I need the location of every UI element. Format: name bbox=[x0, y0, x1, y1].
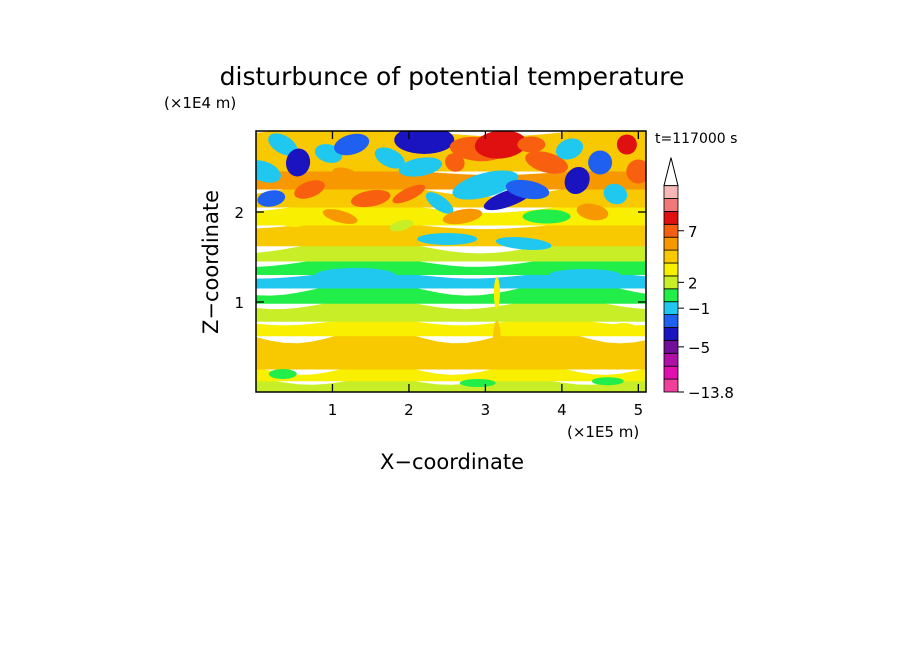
colorbar-label-0: −13.8 bbox=[688, 384, 734, 402]
contour-cell-33 bbox=[389, 219, 413, 232]
colorbar-label-3: 2 bbox=[688, 274, 698, 292]
contour-cell-34 bbox=[417, 233, 478, 245]
contour-cell-18 bbox=[505, 179, 550, 200]
colorbar-level-7 bbox=[663, 288, 679, 303]
colorbar-level-9 bbox=[663, 262, 679, 277]
contour-cell-8 bbox=[350, 189, 391, 208]
contour-cell-23 bbox=[603, 183, 628, 205]
contour-cell-38 bbox=[493, 277, 500, 309]
contour-cell-36 bbox=[315, 268, 396, 282]
y-tick-label-0: 1 bbox=[234, 294, 244, 312]
colorbar-level-10 bbox=[663, 249, 679, 264]
contour-cell-7 bbox=[332, 167, 363, 185]
contour-cell-24 bbox=[616, 134, 637, 155]
colorbar-level-6 bbox=[663, 301, 679, 316]
colorbar-level-3 bbox=[663, 339, 679, 354]
contour-cell-39 bbox=[492, 320, 501, 365]
contour-cell-41 bbox=[268, 369, 297, 379]
contour-cell-19 bbox=[525, 151, 568, 174]
contour-band-0 bbox=[256, 377, 646, 392]
contour-cell-40 bbox=[609, 323, 638, 335]
colorbar-label-4: 7 bbox=[688, 223, 698, 241]
contour-cell-13 bbox=[425, 192, 454, 214]
contour-cell-42 bbox=[591, 377, 624, 386]
contour-cell-1 bbox=[257, 190, 286, 207]
x-tick-label-2: 3 bbox=[481, 401, 491, 419]
y-unit-label: (×1E4 m) bbox=[164, 94, 236, 112]
contour-cell-43 bbox=[459, 379, 496, 387]
x-tick-label-1: 2 bbox=[404, 401, 414, 419]
colorbar-level-2 bbox=[663, 352, 679, 367]
contour-cell-30 bbox=[445, 153, 465, 172]
x-tick-label-3: 4 bbox=[557, 401, 567, 419]
x-tick-label-4: 5 bbox=[634, 401, 644, 419]
colorbar-level-0 bbox=[663, 378, 679, 393]
contour-cell-22 bbox=[588, 150, 613, 175]
contour-cell-21 bbox=[564, 166, 590, 195]
contour-cell-37 bbox=[548, 269, 621, 281]
y-axis-ticks: 12 bbox=[234, 204, 646, 312]
chart-title: disturbunce of potential temperature bbox=[220, 62, 685, 91]
colorbar-level-8 bbox=[663, 275, 679, 290]
colorbar-level-13 bbox=[663, 210, 679, 225]
x-axis-ticks: 1 2 3 4 5 bbox=[328, 131, 643, 419]
contour-cell-6 bbox=[334, 133, 370, 156]
x-unit-label: (×1E5 m) bbox=[567, 423, 639, 441]
contour-cell-28 bbox=[442, 208, 483, 225]
contour-band-3 bbox=[256, 318, 646, 337]
y-axis-label: Z−coordinate bbox=[199, 190, 223, 334]
contour-cell-3 bbox=[285, 148, 311, 177]
contour-cell-4 bbox=[294, 180, 325, 199]
contour-cell-25 bbox=[626, 159, 646, 184]
contour-cells bbox=[256, 131, 646, 387]
colorbar-level-5 bbox=[663, 314, 679, 328]
colorbar-label-1: −5 bbox=[688, 339, 710, 357]
x-tick-label-0: 1 bbox=[328, 401, 338, 419]
contour-cell-35 bbox=[495, 237, 552, 250]
contour-cell-11 bbox=[398, 157, 443, 177]
colorbar: −13.8 −5 −1 2 7 bbox=[663, 157, 734, 402]
contour-band-4 bbox=[256, 298, 646, 322]
colorbar-level-1 bbox=[663, 365, 679, 380]
colorbar-label-2: −1 bbox=[688, 300, 710, 318]
plot-frame bbox=[255, 130, 647, 393]
contour-cell-15 bbox=[474, 131, 527, 159]
contour-cell-2 bbox=[268, 133, 298, 156]
contour-cell-16 bbox=[452, 170, 519, 200]
contour-band-2 bbox=[256, 329, 646, 370]
colorbar-level-14 bbox=[663, 198, 679, 212]
contour-cell-27 bbox=[522, 209, 571, 224]
colorbar-level-11 bbox=[663, 236, 679, 251]
contour-cell-32 bbox=[280, 215, 309, 227]
contour-cell-26 bbox=[576, 203, 609, 221]
y-tick-label-1: 2 bbox=[234, 204, 244, 222]
contour-cell-29 bbox=[322, 209, 358, 224]
contour-cell-9 bbox=[374, 147, 405, 169]
contour-cell-10 bbox=[394, 131, 455, 154]
contour-field bbox=[256, 131, 646, 392]
contour-cell-31 bbox=[517, 136, 546, 153]
contour-cell-20 bbox=[555, 138, 584, 160]
x-axis-label: X−coordinate bbox=[380, 450, 524, 474]
time-label: t=117000 s bbox=[655, 131, 737, 147]
colorbar-level-15 bbox=[663, 185, 679, 199]
contour-cell-0 bbox=[256, 160, 281, 183]
colorbar-extend-arrow bbox=[663, 157, 679, 187]
colorbar-level-4 bbox=[663, 327, 679, 341]
colorbar-level-12 bbox=[663, 223, 679, 238]
contour-cell-12 bbox=[392, 184, 426, 204]
